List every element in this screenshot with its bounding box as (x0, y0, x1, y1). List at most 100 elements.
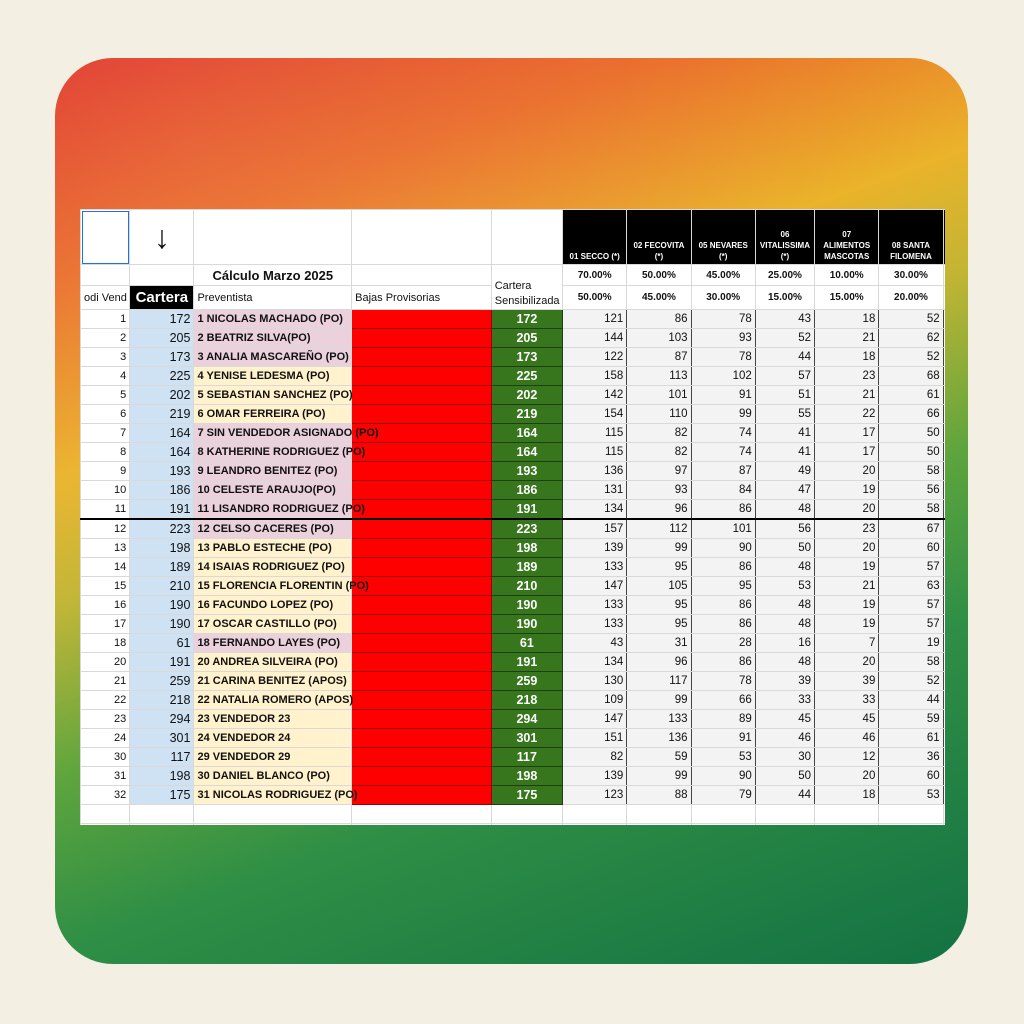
brand-value-cell[interactable]: 86 (690, 595, 756, 615)
cartera-cell[interactable]: 202 (129, 385, 195, 405)
empty-cell[interactable] (690, 823, 756, 825)
sensibilizada-cell[interactable]: 198 (490, 766, 564, 786)
empty-cell[interactable] (626, 804, 692, 824)
cod-vend-cell[interactable]: 31 (80, 766, 131, 786)
empty-cell[interactable] (942, 690, 945, 710)
empty-cell[interactable] (942, 442, 945, 462)
bajas-cell[interactable] (351, 633, 492, 653)
brand-value-cell[interactable]: 50 (754, 766, 816, 786)
brand-value-cell[interactable]: 19 (814, 557, 880, 577)
pct-bottom[interactable]: 15.00% (754, 285, 816, 310)
cartera-cell[interactable]: 190 (129, 614, 195, 634)
sensibilizada-cell[interactable]: 175 (490, 785, 564, 805)
brand-value-cell[interactable]: 151 (562, 728, 628, 748)
cod-vend-cell[interactable]: 32 (80, 785, 131, 805)
cartera-cell[interactable]: 189 (129, 557, 195, 577)
brand-value-cell[interactable]: 86 (690, 614, 756, 634)
empty-cell[interactable] (351, 823, 492, 825)
cod-vend-cell[interactable]: 30 (80, 747, 131, 767)
brand-value-cell[interactable]: 48 (754, 557, 816, 577)
preventista-cell[interactable]: 5 SEBASTIAN SANCHEZ (PO) (193, 385, 353, 405)
cartera-cell[interactable]: 61 (129, 633, 195, 653)
pct-top[interactable]: 50.00% (626, 264, 692, 286)
pct-bottom[interactable]: 45.00% (626, 285, 692, 310)
empty-cell[interactable] (942, 747, 945, 767)
preventista-cell[interactable]: 17 OSCAR CASTILLO (PO) (193, 614, 353, 634)
brand-value-cell[interactable]: 43 (562, 633, 628, 653)
sensibilizada-cell[interactable]: 259 (490, 671, 564, 691)
brand-value-cell[interactable]: 7 (814, 633, 880, 653)
empty-cell[interactable] (942, 404, 945, 424)
brand-value-cell[interactable]: 147 (562, 576, 628, 596)
cod-vend-header[interactable]: odi Vend (80, 285, 131, 310)
brand-value-cell[interactable]: 139 (562, 766, 628, 786)
cod-vend-cell[interactable]: 21 (80, 671, 131, 691)
brand-value-cell[interactable]: 62 (878, 328, 944, 348)
brand-value-cell[interactable]: 52 (878, 347, 944, 367)
empty-cell[interactable] (490, 804, 564, 824)
bajas-cell[interactable] (351, 442, 492, 462)
spreadsheet[interactable]: ↓ 01 SECCO (*) 02 FECOVITA (*) 05 NEVARE… (80, 209, 945, 825)
brand-value-cell[interactable]: 90 (690, 766, 756, 786)
brand-value-cell[interactable]: 122 (562, 347, 628, 367)
cod-vend-cell[interactable]: 8 (80, 442, 131, 462)
brand-value-cell[interactable]: 101 (626, 385, 692, 405)
brand-value-cell[interactable]: 33 (814, 690, 880, 710)
brand-value-cell[interactable]: 20 (814, 499, 880, 520)
cod-vend-cell[interactable]: 4 (80, 366, 131, 386)
preventista-cell[interactable]: 10 CELESTE ARAUJO(PO) (193, 480, 353, 500)
brand-value-cell[interactable]: 48 (754, 614, 816, 634)
brand-header[interactable]: 07 ALIMENTOS MASCOTAS (814, 209, 880, 265)
brand-value-cell[interactable]: 58 (878, 461, 944, 481)
preventista-cell[interactable]: 14 ISAIAS RODRIGUEZ (PO) (193, 557, 353, 577)
empty-cell[interactable] (690, 804, 756, 824)
brand-value-cell[interactable]: 41 (754, 423, 816, 443)
brand-value-cell[interactable]: 48 (754, 499, 816, 520)
preventista-cell[interactable]: 15 FLORENCIA FLORENTIN (PO) (193, 576, 369, 596)
cod-vend-cell[interactable]: 3 (80, 347, 131, 367)
brand-value-cell[interactable]: 59 (878, 709, 944, 729)
empty-cell[interactable] (942, 766, 945, 786)
brand-value-cell[interactable]: 78 (690, 671, 756, 691)
preventista-cell[interactable]: 18 FERNANDO LAYES (PO) (193, 633, 353, 653)
bajas-header[interactable]: Bajas Provisorias (351, 285, 492, 310)
brand-value-cell[interactable]: 78 (690, 309, 756, 329)
cartera-cell[interactable]: 205 (129, 328, 195, 348)
pct-top[interactable]: 25.00% (754, 264, 816, 286)
brand-value-cell[interactable]: 133 (562, 614, 628, 634)
empty-cell[interactable] (351, 804, 492, 824)
brand-value-cell[interactable]: 61 (878, 728, 944, 748)
brand-value-cell[interactable]: 46 (814, 728, 880, 748)
bajas-cell[interactable] (351, 404, 492, 424)
pct-bottom[interactable]: 20.00% (878, 285, 944, 310)
empty-cell[interactable] (942, 671, 945, 691)
brand-value-cell[interactable]: 30 (754, 747, 816, 767)
sheet-title[interactable]: Cálculo Marzo 2025 (193, 264, 353, 286)
brand-value-cell[interactable]: 133 (562, 595, 628, 615)
brand-value-cell[interactable]: 86 (626, 309, 692, 329)
brand-value-cell[interactable]: 48 (754, 595, 816, 615)
brand-value-cell[interactable]: 52 (754, 328, 816, 348)
brand-value-cell[interactable]: 105 (626, 576, 692, 596)
empty-cell[interactable] (942, 499, 945, 520)
empty-cell[interactable] (878, 823, 944, 825)
cod-vend-cell[interactable]: 18 (80, 633, 131, 653)
brand-value-cell[interactable]: 93 (690, 328, 756, 348)
empty-cell[interactable] (942, 328, 945, 348)
brand-value-cell[interactable]: 109 (562, 690, 628, 710)
empty-cell[interactable] (942, 728, 945, 748)
brand-value-cell[interactable]: 115 (562, 423, 628, 443)
sensibilizada-header[interactable]: Cartera Sensibilizada (490, 264, 564, 310)
cartera-header[interactable]: Cartera (129, 285, 195, 310)
preventista-cell[interactable]: 20 ANDREA SILVEIRA (PO) (193, 652, 353, 672)
brand-value-cell[interactable]: 50 (878, 423, 944, 443)
brand-value-cell[interactable]: 52 (878, 309, 944, 329)
brand-value-cell[interactable]: 53 (690, 747, 756, 767)
cartera-cell[interactable]: 164 (129, 423, 195, 443)
brand-value-cell[interactable]: 19 (814, 614, 880, 634)
cod-vend-cell[interactable]: 1 (80, 309, 131, 329)
brand-value-cell[interactable]: 133 (562, 557, 628, 577)
empty-cell[interactable] (942, 480, 945, 500)
brand-value-cell[interactable]: 95 (626, 614, 692, 634)
empty-cell[interactable] (942, 538, 945, 558)
